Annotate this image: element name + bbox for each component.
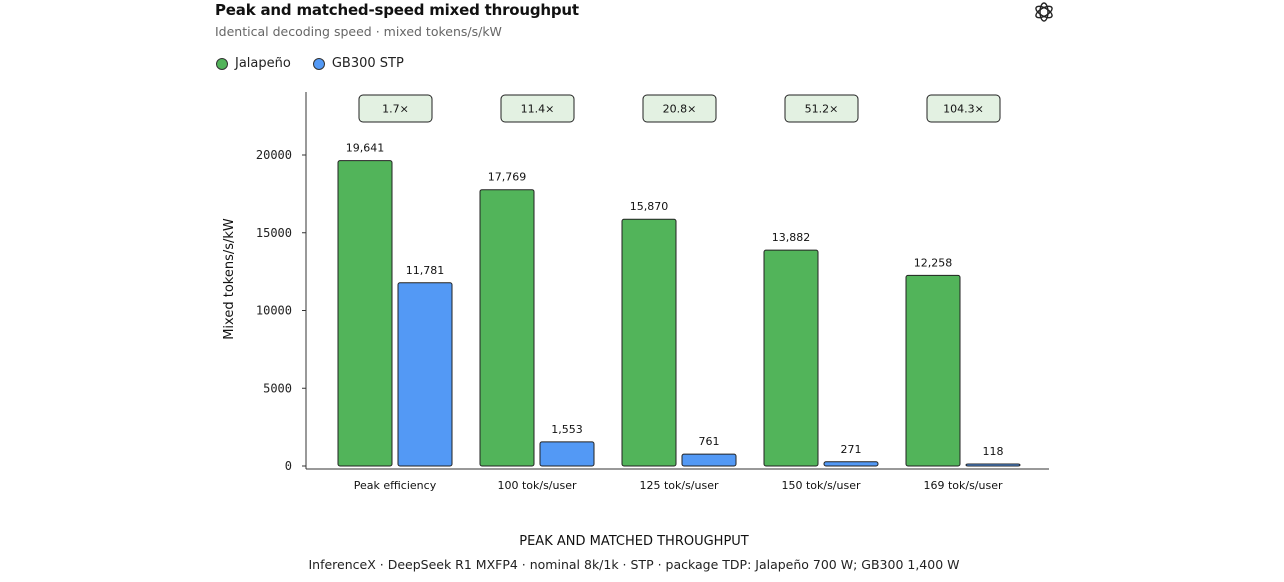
- bar-gb300: [681, 453, 737, 467]
- bar-jalapeno: [621, 218, 677, 467]
- ratio-badge: [784, 94, 859, 123]
- bar-value-label: 1,553: [551, 423, 583, 436]
- bar-value-label: 761: [699, 435, 720, 448]
- ratio-badge-label: 11.4×: [521, 103, 555, 116]
- bar-jalapeno: [479, 189, 535, 467]
- chart-subtitle: Identical decoding speed · mixed tokens/…: [215, 24, 502, 39]
- footer-title: PEAK AND MATCHED THROUGHPUT: [519, 534, 749, 549]
- bar-jalapeno: [337, 160, 393, 467]
- bar-value-label: 13,882: [772, 231, 811, 244]
- y-tick-label: 0: [285, 459, 292, 473]
- x-tick-label: 100 tok/s/user: [497, 479, 577, 492]
- bar-gb300: [965, 463, 1021, 467]
- bar-value-label: 12,258: [914, 256, 953, 269]
- legend-swatch-gb300: [312, 57, 325, 70]
- bar-value-label: 271: [841, 443, 862, 456]
- ratio-badge: [926, 94, 1001, 123]
- y-tick-label: 10000: [256, 304, 292, 318]
- legend-label-gb300: GB300 STP: [331, 56, 404, 71]
- bar-gb300: [397, 282, 453, 467]
- openai-logo-icon: [1035, 2, 1053, 22]
- bar-gb300: [539, 441, 595, 467]
- ratio-badge-label: 104.3×: [943, 103, 984, 116]
- y-tick-label: 15000: [256, 226, 292, 240]
- ratio-badge: [358, 94, 433, 123]
- x-tick-label: Peak efficiency: [354, 479, 437, 492]
- footer-note: InferenceX · DeepSeek R1 MXFP4 · nominal…: [308, 557, 960, 572]
- legend-item-jalapeno: Jalapeño: [216, 56, 291, 71]
- bar-gb300: [823, 461, 879, 467]
- chart-legend: Jalapeño GB300 STP: [216, 56, 404, 71]
- y-tick-label: 20000: [256, 148, 292, 162]
- legend-swatch-jalapeno: [216, 57, 228, 70]
- y-axis-label: Mixed tokens/s/kW: [222, 218, 237, 340]
- bar-jalapeno: [763, 249, 819, 467]
- ratio-badge: [500, 94, 575, 123]
- ratio-badge-label: 20.8×: [663, 103, 697, 116]
- bar-value-label: 19,641: [346, 142, 385, 155]
- x-tick-label: 169 tok/s/user: [923, 479, 1003, 492]
- bar-value-label: 15,870: [630, 200, 669, 213]
- bar-value-label: 17,769: [488, 171, 527, 184]
- y-tick-label: 5000: [263, 381, 292, 395]
- ratio-badge: [642, 94, 717, 123]
- legend-item-gb300: GB300 STP: [312, 56, 404, 71]
- bar-value-label: 11,781: [406, 264, 445, 277]
- chart-title: Peak and matched-speed mixed throughput: [215, 1, 579, 19]
- bar-value-label: 118: [983, 445, 1004, 458]
- legend-label-jalapeno: Jalapeño: [235, 56, 291, 71]
- x-tick-label: 125 tok/s/user: [639, 479, 719, 492]
- x-tick-label: 150 tok/s/user: [781, 479, 861, 492]
- ratio-badge-label: 51.2×: [805, 103, 839, 116]
- ratio-badge-label: 1.7×: [382, 103, 409, 116]
- bar-jalapeno: [905, 274, 961, 467]
